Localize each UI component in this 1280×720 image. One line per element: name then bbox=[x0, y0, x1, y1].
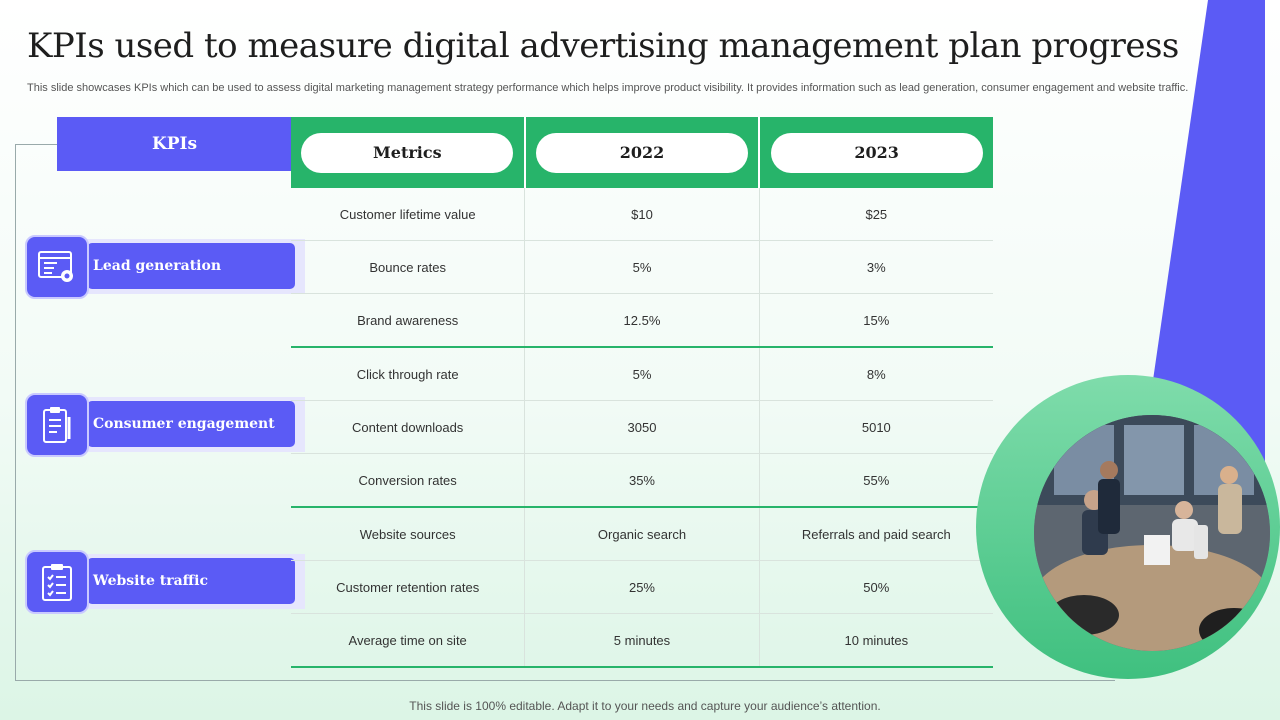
table-row: Customer lifetime value $10 $25 bbox=[291, 188, 993, 241]
kpi-label-pill: Consumer engagement bbox=[87, 401, 295, 447]
page-title: KPIs used to measure digital advertising… bbox=[27, 26, 1179, 66]
frame-line bbox=[15, 680, 1115, 681]
monitor-gear-icon bbox=[25, 235, 89, 299]
table-cell: Click through rate bbox=[291, 348, 526, 400]
kpi-lead-generation: Lead generation bbox=[25, 235, 305, 299]
table-cell: Content downloads bbox=[291, 401, 526, 453]
kpi-consumer-engagement: Consumer engagement bbox=[25, 393, 305, 457]
table-row: Content downloads 3050 5010 bbox=[291, 401, 993, 454]
table-header: Metrics 2022 2023 bbox=[291, 117, 993, 188]
page-subtitle: This slide showcases KPIs which can be u… bbox=[27, 82, 1189, 94]
table-cell: Average time on site bbox=[291, 614, 526, 666]
table-row: Bounce rates 5% 3% bbox=[291, 241, 993, 294]
table-row: Customer retention rates 25% 50% bbox=[291, 561, 993, 614]
table-cell: 5% bbox=[525, 348, 760, 400]
column-header-pill: 2022 bbox=[536, 132, 748, 173]
frame-line bbox=[15, 144, 57, 145]
kpi-label: Website traffic bbox=[93, 573, 208, 589]
kpi-label-pill: Website traffic bbox=[87, 558, 295, 604]
table-cell: 12.5% bbox=[525, 294, 760, 346]
table-cell: 3% bbox=[866, 259, 886, 275]
table-cell: Organic search bbox=[525, 508, 760, 560]
table-body: Customer lifetime value $10 $25 Bounce r… bbox=[291, 188, 993, 668]
table-cell: 8% bbox=[866, 366, 886, 382]
column-header-pill: 2023 bbox=[770, 132, 983, 173]
table-cell: Bounce rates bbox=[291, 241, 526, 293]
table-cell: Customer retention rates bbox=[291, 561, 526, 613]
table-row: Click through rate 5% 8% bbox=[291, 348, 993, 401]
table-cell: Conversion rates bbox=[291, 454, 526, 506]
kpi-metrics-table: Metrics 2022 2023 Customer lifetime valu… bbox=[291, 117, 993, 668]
checklist-icon bbox=[25, 550, 89, 614]
column-header: Metrics bbox=[291, 117, 526, 188]
table-cell: 15% bbox=[863, 312, 890, 328]
table-cell: 3050 bbox=[525, 401, 760, 453]
table-cell: $25 bbox=[865, 206, 888, 222]
column-header: 2023 bbox=[760, 117, 993, 188]
table-row: Brand awareness 12.5% 15% bbox=[291, 294, 993, 348]
table-cell: Brand awareness bbox=[291, 294, 526, 346]
table-cell: 5 minutes bbox=[525, 614, 760, 666]
frame-line bbox=[15, 144, 16, 681]
kpi-label: Lead generation bbox=[93, 258, 222, 274]
table-cell: 25% bbox=[525, 561, 760, 613]
table-cell: 35% bbox=[525, 454, 760, 506]
table-cell: Website sources bbox=[291, 508, 526, 560]
table-cell: Customer lifetime value bbox=[291, 188, 526, 240]
footer-note: This slide is 100% editable. Adapt it to… bbox=[409, 699, 881, 713]
table-cell: 55% bbox=[863, 472, 890, 488]
table-row: Conversion rates 35% 55% bbox=[291, 454, 993, 508]
clipboard-pen-icon bbox=[25, 393, 89, 457]
team-meeting-photo bbox=[1034, 415, 1270, 651]
table-cell: Referrals and paid search bbox=[801, 526, 951, 542]
table-cell: 5010 bbox=[861, 419, 891, 435]
kpis-header: KPIs bbox=[57, 117, 292, 171]
table-cell: $10 bbox=[525, 188, 760, 240]
table-cell: 10 minutes bbox=[844, 632, 909, 648]
kpi-website-traffic: Website traffic bbox=[25, 550, 305, 614]
kpi-label-pill: Lead generation bbox=[87, 243, 295, 289]
column-header-pill: Metrics bbox=[301, 132, 514, 173]
table-row: Website sources Organic search Referrals… bbox=[291, 508, 993, 561]
table-cell: 50% bbox=[863, 579, 890, 595]
table-row: Average time on site 5 minutes 10 minute… bbox=[291, 614, 993, 668]
kpi-label: Consumer engagement bbox=[93, 416, 275, 432]
column-header: 2022 bbox=[526, 117, 761, 188]
table-cell: 5% bbox=[525, 241, 760, 293]
